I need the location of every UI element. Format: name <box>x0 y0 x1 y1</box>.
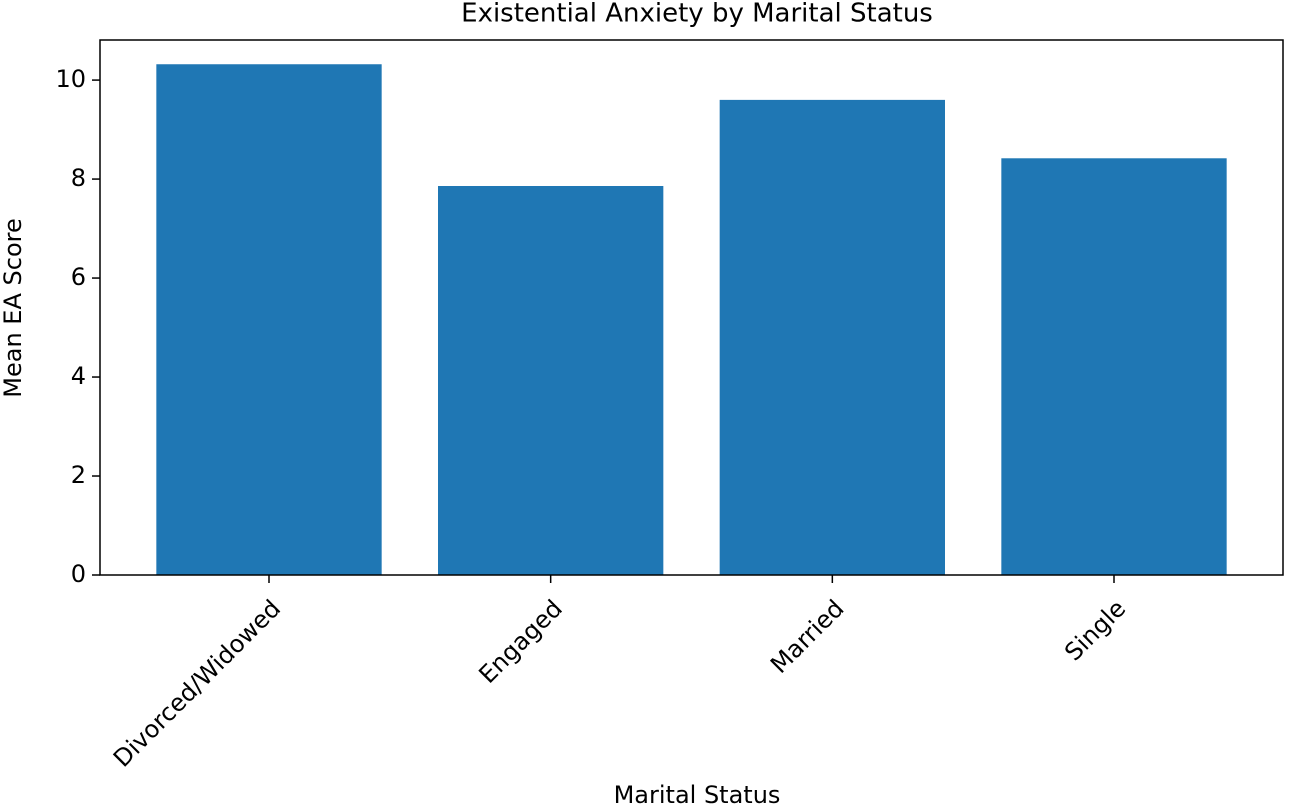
bar <box>438 185 664 575</box>
y-tick-label: 2 <box>71 461 86 489</box>
bar <box>1001 158 1227 575</box>
y-axis-label: Mean EA Score <box>0 218 27 397</box>
y-tick-label: 4 <box>71 362 86 390</box>
y-tick-label: 10 <box>55 65 86 93</box>
x-tick-label: Married <box>765 594 849 678</box>
x-tick-label: Single <box>1059 594 1131 666</box>
x-tick-label: Divorced/Widowed <box>108 594 286 772</box>
y-tick-label: 8 <box>71 164 86 192</box>
y-tick-label: 6 <box>71 263 86 291</box>
bar <box>719 99 945 575</box>
bar <box>156 64 382 575</box>
y-tick-label: 0 <box>71 560 86 588</box>
x-axis-label: Marital Status <box>614 781 781 807</box>
plot-frame <box>99 39 1284 576</box>
x-tick-label: Engaged <box>473 594 567 688</box>
chart-title: Existential Anxiety by Marital Status <box>461 0 933 29</box>
